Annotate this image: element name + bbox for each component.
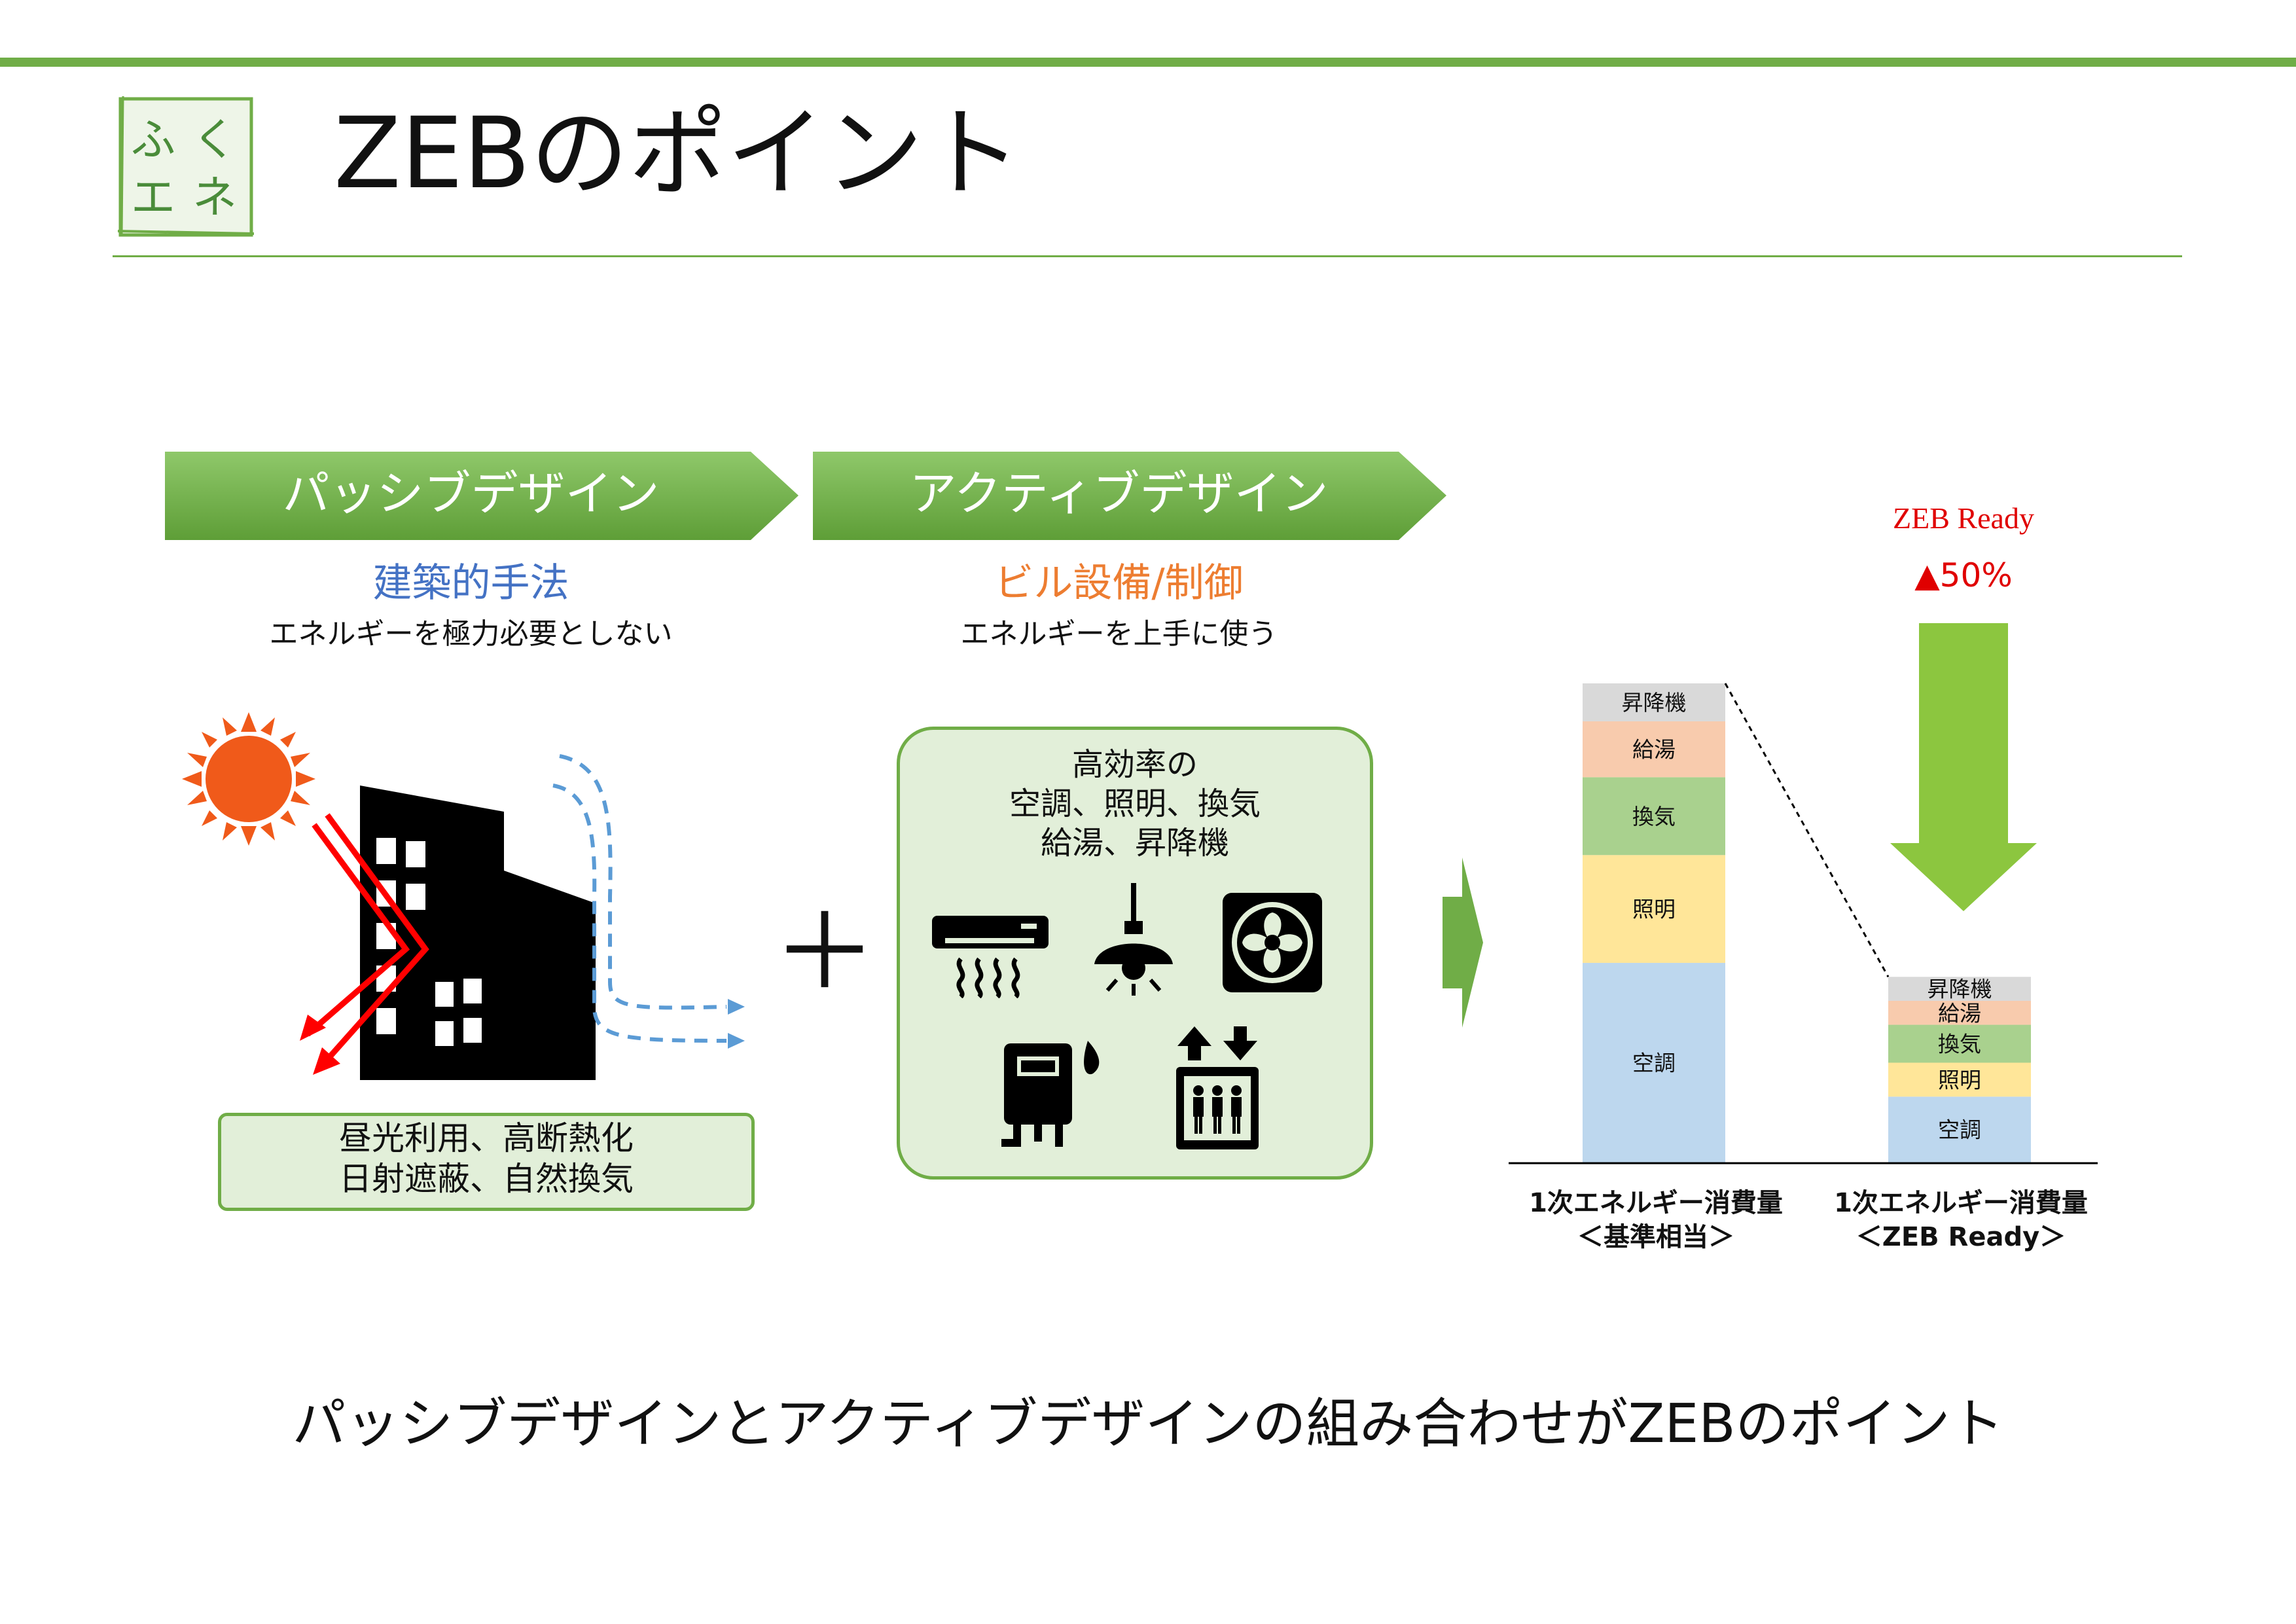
elevator-icon — [1176, 1026, 1259, 1149]
active-design-heading: アクティブデザイン — [909, 466, 1329, 521]
bar-segment-label-1-5: 昇降機 — [1622, 690, 1687, 715]
bar-segment-1-5 — [1583, 683, 1725, 721]
passive-description: エネルギーを極力必要としない — [269, 617, 673, 651]
passive-methods-box — [218, 1113, 755, 1211]
sun-icon — [182, 712, 315, 846]
bar-segment-2-4 — [1888, 1000, 2031, 1025]
air-conditioner-icon — [932, 916, 1049, 998]
bar-segment-label-2-2: 照明 — [1938, 1067, 1981, 1092]
bar-segment-label-1-2: 照明 — [1632, 897, 1676, 922]
footer-summary: パッシブデザインとアクティブデザインの組み合わせがZEBのポイント — [292, 1393, 2004, 1455]
bar-segment-label-1-1: 空調 — [1632, 1051, 1676, 1076]
zeb-ready-reduction: ▲50% — [1914, 556, 2013, 594]
bar-segment-label-1-4: 給湯 — [1632, 737, 1676, 763]
plus-sign: ＋ — [772, 891, 878, 1013]
active-design-chevron — [813, 452, 1446, 540]
passive-methods-line-2: 日射遮蔽、自然換気 — [339, 1160, 634, 1198]
bar-segment-1-4 — [1583, 721, 1725, 778]
bar-segment-label-2-1: 空調 — [1938, 1117, 1981, 1143]
bar-segment-label-2-4: 給湯 — [1938, 1000, 1981, 1026]
bar-segment-1-3 — [1583, 777, 1725, 856]
header-divider — [113, 255, 2182, 257]
active-equipment-line-1: 高効率の — [1071, 746, 1198, 783]
bar-segment-label-1-3: 換気 — [1632, 804, 1676, 829]
active-equipment-line-2: 空調、照明、換気 — [1009, 785, 1261, 822]
bar-segment-1-1 — [1583, 963, 1725, 1163]
page-title: ZEBのポイント — [334, 97, 1022, 211]
ventilation-fan-icon — [1223, 893, 1322, 992]
bar-segment-2-5 — [1888, 977, 2031, 1001]
reduction-guide-line — [1724, 683, 1890, 978]
bar-segment-2-2 — [1888, 1062, 2031, 1097]
passive-design-chevron — [165, 452, 798, 540]
active-description: エネルギーを上手に使う — [960, 617, 1278, 651]
bar-segment-2-1 — [1888, 1096, 2031, 1163]
result-arrow-icon — [1443, 857, 1483, 1028]
category-label-baseline-line-1: 1次エネルギー消費量 — [1529, 1188, 1783, 1218]
passive-methods-line-1: 昼光利用、高断熱化 — [339, 1119, 634, 1157]
logo-char-4: ネ — [192, 172, 237, 224]
bar-segment-label-2-3: 換気 — [1938, 1032, 1981, 1057]
chart-category-label-baseline: 1次エネルギー消費量 ＜基準相当＞ — [1499, 1186, 1813, 1254]
category-label-zeb-line-2: ＜ZEB Ready＞ — [1856, 1222, 2066, 1252]
chart-category-label-zeb-ready: 1次エネルギー消費量 ＜ZEB Ready＞ — [1804, 1186, 2118, 1254]
logo-char-1: ふ — [131, 115, 175, 166]
bar-segment-label-2-5: 昇降機 — [1928, 977, 1992, 1002]
zeb-ready-label: ZEB Ready — [1893, 501, 2034, 535]
sunlight-arrow-icon — [306, 813, 429, 1069]
active-subtitle: ビル設備/制御 — [994, 560, 1244, 606]
category-label-baseline-line-2: ＜基準相当＞ — [1577, 1222, 1734, 1252]
top-accent-bar — [0, 58, 2296, 67]
water-heater-icon — [1001, 1041, 1100, 1147]
natural-ventilation-arrow-icon — [552, 754, 727, 1043]
active-equipment-line-3: 給湯、昇降機 — [1040, 825, 1229, 861]
bar-segment-1-2 — [1583, 855, 1725, 963]
pendant-light-icon — [1094, 883, 1173, 996]
category-label-zeb-line-1: 1次エネルギー消費量 — [1834, 1188, 2088, 1218]
passive-design-heading: パッシブデザイン — [282, 466, 660, 521]
passive-building-illustration — [182, 712, 745, 1080]
logo-char-2: く — [192, 115, 237, 166]
passive-methods-text: 昼光利用、高断熱化 日射遮蔽、自然換気 — [218, 1118, 755, 1199]
passive-subtitle: 建築的手法 — [372, 560, 569, 606]
logo-char-3: エ — [131, 172, 175, 224]
active-equipment-text: 高効率の 空調、照明、換気 給湯、昇降機 — [897, 745, 1373, 863]
fukuene-logo: ふ く エ ネ — [117, 96, 255, 237]
reduction-arrow-icon — [1890, 623, 2037, 911]
bar-segment-2-3 — [1888, 1024, 2031, 1063]
